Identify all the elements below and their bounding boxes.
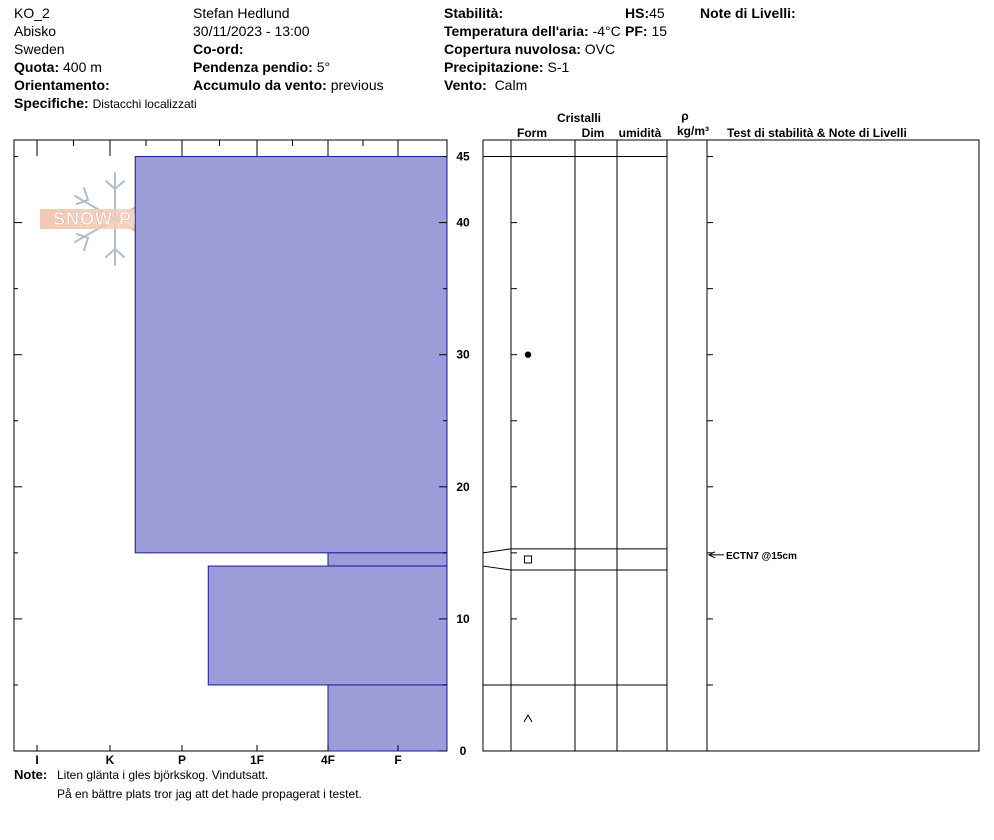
location: Abisko — [14, 23, 57, 39]
wind-loading: Accumulo da vento: previous — [193, 76, 384, 94]
air-temp-value: -4°C — [592, 23, 621, 39]
layer-connector-15 — [482, 548, 512, 554]
country: Sweden — [14, 41, 65, 57]
depth-axis: 0 10 20 30 40 45 — [14, 150, 470, 758]
specifics: Specifiche: Distacchi localizzati — [14, 94, 197, 113]
stability-label: Stabilità: — [444, 5, 504, 21]
air-temperature: Temperatura dell'aria: -4°C — [444, 22, 621, 40]
observer: Stefan Hedlund — [193, 5, 290, 21]
pf-value: 15 — [651, 23, 668, 39]
crystals-header: Cristalli — [557, 111, 601, 125]
depth-label-30: 30 — [456, 348, 470, 362]
rho-header: ρ — [681, 109, 688, 123]
cloud-value: OVC — [584, 41, 616, 57]
precip-label: Precipitazione: — [444, 59, 544, 75]
depth-label-10: 10 — [456, 612, 470, 626]
hardness-label-I: I — [35, 753, 38, 767]
slope: Pendenza pendio: 5° — [193, 58, 330, 76]
precipitation: Precipitazione: S-1 — [444, 58, 569, 76]
coordinates: Co-ord: — [193, 40, 244, 58]
hardness-label-K: K — [106, 753, 115, 767]
stability: Stabilità: — [444, 4, 503, 22]
stability-tests: ECTN7 @15cm — [707, 551, 797, 562]
notes-line-1: Liten glänta i gles björkskog. Vindutsat… — [57, 768, 269, 782]
hardness-label-4F: 4F — [321, 753, 335, 767]
aspect: Orientamento: — [14, 76, 110, 94]
hardness-bar-1 — [134, 156, 448, 554]
cloud-label: Copertura nuvolosa: — [444, 41, 581, 57]
coord-label: Co-ord: — [193, 41, 244, 57]
wind-loading-label: Accumulo da vento: — [193, 77, 327, 93]
elevation-value: 400 m — [63, 59, 102, 75]
depth-label-40: 40 — [456, 216, 470, 230]
elevation-label: Quota: — [14, 59, 60, 75]
depth-label-45: 45 — [456, 150, 470, 164]
moisture-header: umidità — [619, 126, 662, 140]
notes-label: Note: — [14, 767, 48, 782]
hardness-label-P: P — [178, 753, 186, 767]
pf-label: PF: — [625, 23, 648, 39]
crystal-table: ECTN7 @15cm — [482, 139, 980, 752]
hardness-bar-4 — [327, 684, 448, 752]
grain-markers — [523, 351, 533, 723]
hardness-label-F: F — [394, 753, 401, 767]
profile-name: KO_2 — [14, 5, 50, 21]
elevation: Quota: 400 m — [14, 58, 102, 76]
hardness-ticks: I K P 1F 4F F — [35, 140, 402, 767]
layer-notes-title: Note di Livelli: — [700, 5, 796, 21]
density-header: kg/m³ — [677, 124, 709, 138]
test-label: ECTN7 @15cm — [726, 551, 797, 562]
hardness-bar-2 — [327, 552, 448, 567]
hs-label: HS: — [625, 5, 650, 21]
table-depth-ticks — [511, 156, 713, 752]
datetime: 30/11/2023 - 13:00 — [193, 23, 310, 39]
hardness-label-1F: 1F — [250, 753, 264, 767]
slope-label: Pendenza pendio: — [193, 59, 313, 75]
penetration-foot: PF: 15 — [624, 22, 668, 40]
grain-dot-icon — [524, 351, 532, 358]
depth-label-20: 20 — [456, 480, 470, 494]
specifics-value: Distacchi localizzati — [92, 97, 197, 111]
air-temp-label: Temperatura dell'aria: — [444, 23, 589, 39]
wind-value: Calm — [494, 77, 528, 93]
form-header: Form — [517, 126, 547, 140]
notes-line-2: På en bättre plats tror jag att det hade… — [57, 787, 362, 801]
cloud-cover: Copertura nuvolosa: OVC — [444, 40, 615, 58]
hardness-bars — [134, 156, 448, 752]
wind: Vento: Calm — [444, 76, 527, 94]
tests-header: Test di stabilità & Note di Livelli — [727, 126, 907, 140]
wind-loading-value: previous — [330, 77, 384, 93]
snow-height: HS:45 — [625, 4, 665, 22]
hs-value: 45 — [649, 5, 665, 21]
layer-connector-14 — [482, 565, 512, 571]
precip-value: S-1 — [547, 59, 570, 75]
slope-value: 5° — [316, 59, 331, 75]
wind-label: Vento: — [444, 77, 487, 93]
hardness-bar-3 — [207, 565, 448, 686]
grain-square-icon — [524, 555, 532, 564]
test-arrow-icon — [707, 551, 716, 559]
grain-caret-icon — [523, 713, 533, 723]
size-header: Dim — [582, 126, 605, 140]
specifics-label: Specifiche: — [14, 95, 89, 111]
aspect-label: Orientamento: — [14, 77, 110, 93]
crystal-table-frame — [482, 139, 980, 752]
depth-label-0: 0 — [460, 744, 467, 758]
